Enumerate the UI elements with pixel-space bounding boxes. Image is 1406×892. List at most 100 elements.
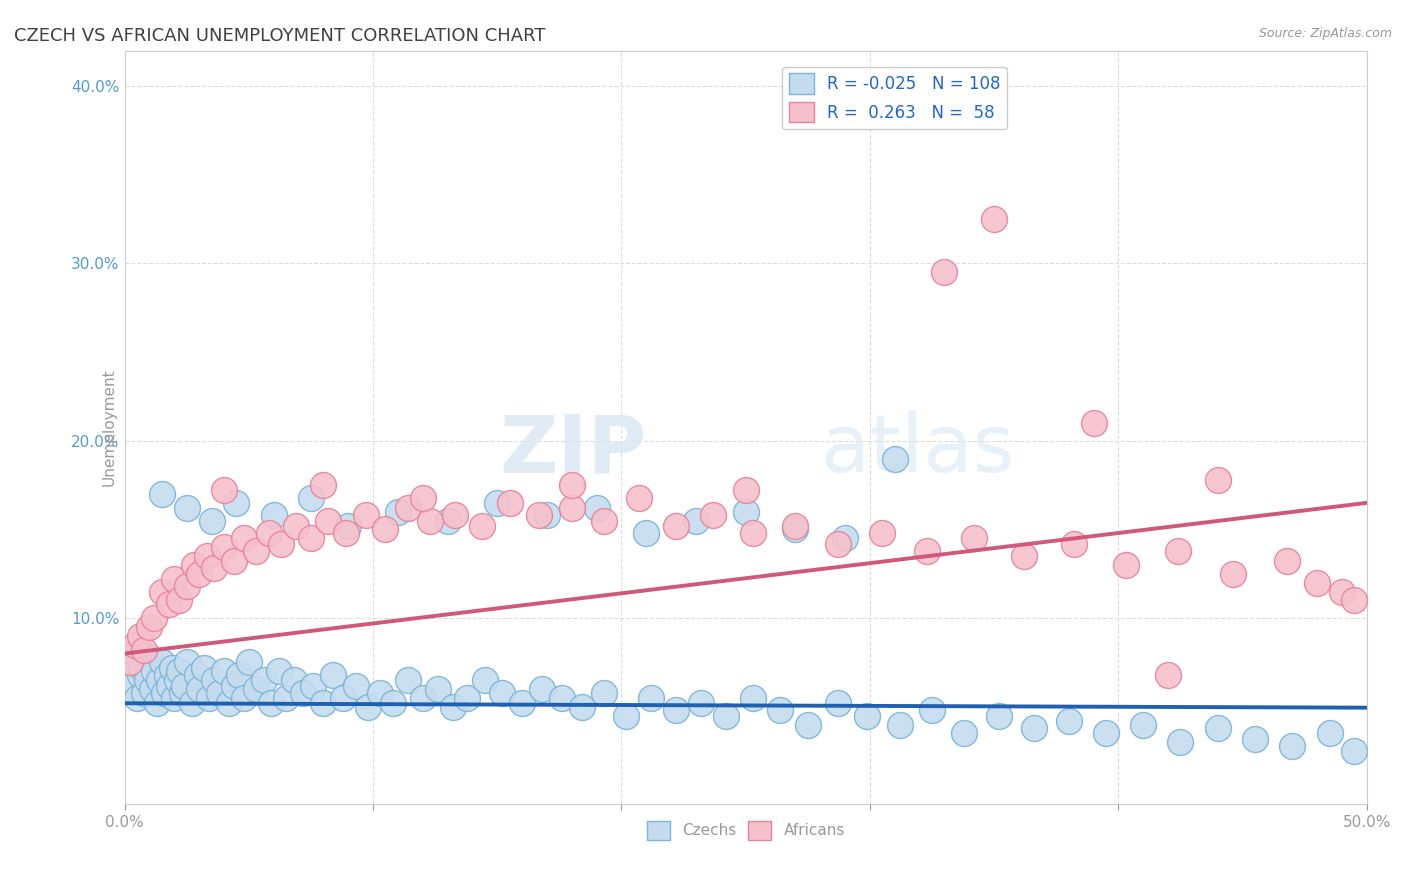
Point xyxy=(856,708,879,723)
Point xyxy=(208,685,231,699)
Point xyxy=(212,665,235,679)
Point xyxy=(274,690,297,705)
Point xyxy=(200,514,222,528)
Point xyxy=(257,526,280,541)
Point xyxy=(245,543,267,558)
Point xyxy=(176,501,198,516)
Point xyxy=(263,508,285,523)
Point xyxy=(640,690,662,705)
Point xyxy=(742,690,765,705)
Point xyxy=(267,665,290,679)
Point xyxy=(121,679,143,693)
Point xyxy=(198,690,221,705)
Point xyxy=(167,665,190,679)
Point xyxy=(1063,536,1085,550)
Point xyxy=(1343,593,1365,607)
Point xyxy=(1170,735,1192,749)
Point xyxy=(387,505,409,519)
Point xyxy=(312,478,335,492)
Point xyxy=(195,549,218,563)
Point xyxy=(299,491,322,505)
Point xyxy=(983,212,1005,227)
Point xyxy=(134,685,156,699)
Point xyxy=(292,685,315,699)
Point xyxy=(1277,554,1299,568)
Point xyxy=(616,708,638,723)
Point xyxy=(176,656,198,670)
Point xyxy=(312,696,335,710)
Point xyxy=(1306,575,1329,590)
Point xyxy=(530,681,553,696)
Text: ZIP: ZIP xyxy=(499,411,647,489)
Point xyxy=(357,699,380,714)
Point xyxy=(222,679,245,693)
Point xyxy=(690,696,713,710)
Point xyxy=(742,526,765,541)
Point xyxy=(283,673,305,688)
Point xyxy=(302,679,325,693)
Point xyxy=(166,673,188,688)
Text: atlas: atlas xyxy=(820,411,1015,489)
Point xyxy=(827,536,849,550)
Point xyxy=(571,699,593,714)
Point xyxy=(872,526,894,541)
Point xyxy=(412,491,434,505)
Point xyxy=(270,536,292,550)
Point xyxy=(471,519,494,533)
Point xyxy=(510,696,533,710)
Text: Source: ZipAtlas.com: Source: ZipAtlas.com xyxy=(1258,27,1392,40)
Point xyxy=(118,656,141,670)
Point xyxy=(1319,726,1341,740)
Point xyxy=(218,696,240,710)
Point xyxy=(1244,731,1267,746)
Point xyxy=(157,679,180,693)
Point xyxy=(232,690,254,705)
Point xyxy=(335,526,357,541)
Point xyxy=(1022,721,1045,735)
Point xyxy=(1132,717,1154,731)
Point xyxy=(150,656,173,670)
Point xyxy=(222,554,245,568)
Point xyxy=(529,508,551,523)
Point xyxy=(138,620,160,634)
Point xyxy=(785,523,807,537)
Point xyxy=(396,501,419,516)
Point xyxy=(148,673,170,688)
Point xyxy=(436,514,458,528)
Point xyxy=(734,505,756,519)
Point xyxy=(167,593,190,607)
Point xyxy=(665,519,688,533)
Point xyxy=(1115,558,1137,572)
Point xyxy=(118,656,141,670)
Point xyxy=(1330,584,1353,599)
Point xyxy=(228,668,250,682)
Point xyxy=(1206,473,1229,487)
Point xyxy=(827,696,849,710)
Point xyxy=(186,668,208,682)
Point xyxy=(1281,739,1303,753)
Point xyxy=(238,656,260,670)
Point xyxy=(1206,721,1229,735)
Point xyxy=(536,508,558,523)
Point xyxy=(769,703,792,717)
Point xyxy=(883,451,905,466)
Point xyxy=(963,532,986,546)
Text: CZECH VS AFRICAN UNEMPLOYMENT CORRELATION CHART: CZECH VS AFRICAN UNEMPLOYMENT CORRELATIO… xyxy=(14,27,546,45)
Point xyxy=(1157,668,1180,682)
Point xyxy=(889,717,911,731)
Point xyxy=(561,501,583,516)
Point xyxy=(834,532,856,546)
Legend: Czechs, Africans: Czechs, Africans xyxy=(641,814,851,846)
Point xyxy=(636,526,658,541)
Point xyxy=(491,685,513,699)
Point xyxy=(143,665,166,679)
Point xyxy=(285,519,308,533)
Point xyxy=(124,638,146,652)
Point xyxy=(128,668,150,682)
Point xyxy=(146,696,169,710)
Point xyxy=(412,690,434,705)
Point xyxy=(163,690,186,705)
Point xyxy=(551,690,574,705)
Point xyxy=(370,685,392,699)
Point xyxy=(915,543,938,558)
